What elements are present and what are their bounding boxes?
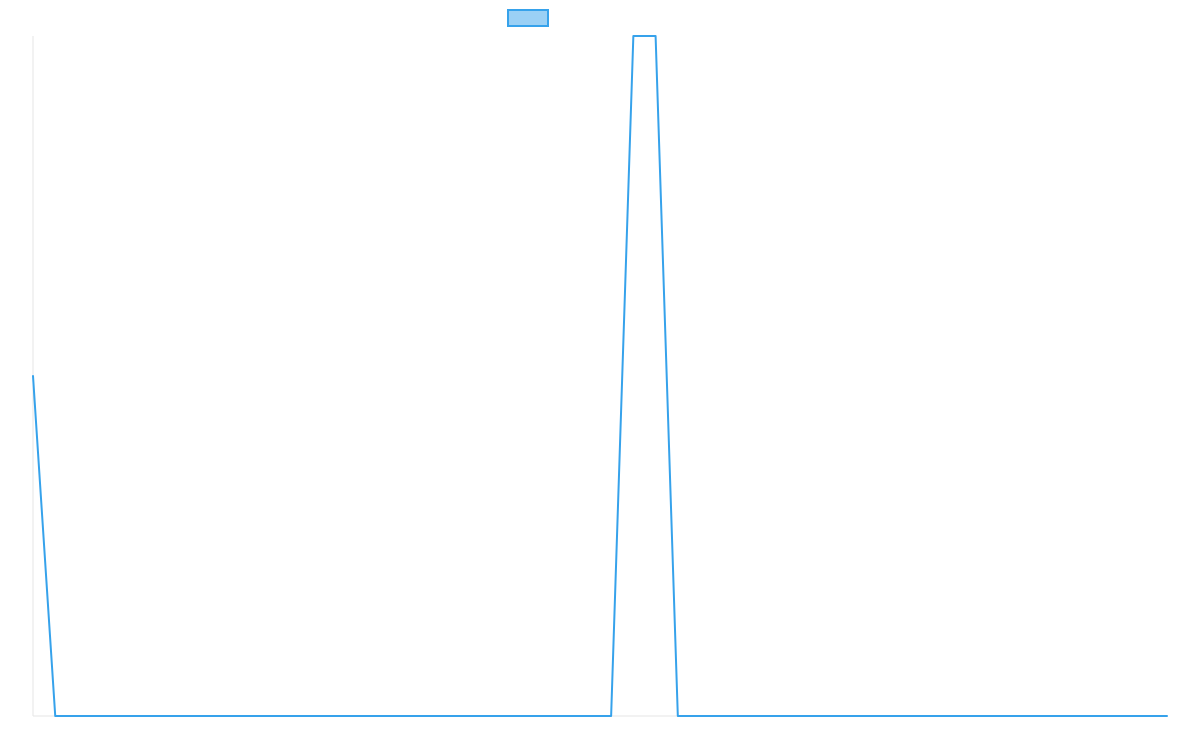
legend-swatch-0[interactable] <box>507 9 549 27</box>
legend[interactable] <box>507 9 549 27</box>
series-layer <box>32 35 1168 717</box>
axes <box>32 36 1167 717</box>
series-line-0 <box>32 35 1168 717</box>
